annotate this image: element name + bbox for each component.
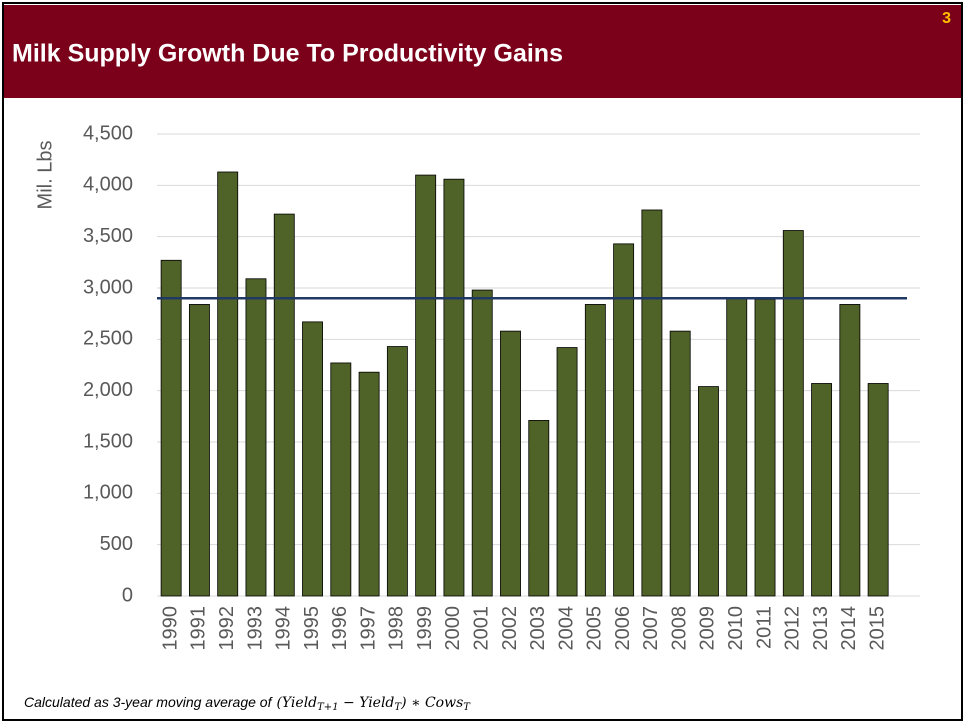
bar	[386, 346, 408, 597]
formula-part: (Yield	[276, 695, 317, 711]
x-tick-label: 2005	[584, 606, 606, 651]
bar	[273, 213, 295, 597]
y-tick-label: 2,000	[83, 379, 133, 401]
x-tick-label: 1993	[244, 606, 266, 651]
bar	[528, 420, 550, 597]
y-tick-label: 3,000	[83, 276, 133, 298]
x-tick-label: 2003	[527, 606, 549, 651]
slide-title: Milk Supply Growth Due To Productivity G…	[12, 40, 563, 68]
header-band	[4, 5, 961, 98]
x-tick-label: 1990	[159, 606, 181, 651]
bar	[358, 371, 380, 597]
bar	[726, 297, 748, 597]
bar	[584, 304, 606, 597]
y-tick-label: 3,500	[83, 225, 133, 247]
x-tick-label: 2002	[499, 606, 521, 651]
x-tick-label: 2011	[753, 606, 775, 649]
formula: (YieldT+1 − YieldT) ∗ CowsT	[276, 695, 471, 713]
x-tick-label: 1998	[386, 606, 408, 651]
x-tick-label: 1996	[329, 606, 351, 651]
bar	[867, 383, 889, 597]
x-tick-label: 1999	[414, 606, 436, 651]
bar	[471, 289, 493, 597]
x-tick-label: 1991	[188, 606, 210, 651]
x-tick-label: 2009	[697, 606, 719, 651]
footnote: Calculated as 3-year moving average of (Y…	[24, 694, 471, 713]
y-tick-label: 4,000	[83, 174, 133, 196]
page-number: 3	[942, 10, 951, 27]
bar	[698, 386, 719, 597]
bar	[839, 304, 861, 597]
x-tick-label: 2015	[866, 606, 888, 651]
formula-subscript: T+1	[317, 702, 338, 713]
y-tick-label: 0	[122, 584, 133, 606]
x-tick-label: 2000	[442, 606, 464, 651]
bar	[160, 259, 182, 597]
bar	[556, 347, 578, 597]
y-tick-label: 1,500	[83, 430, 133, 452]
x-tick-label: 1997	[357, 606, 379, 651]
formula-part: ) ∗ Cows	[400, 695, 463, 711]
bar	[641, 209, 663, 597]
y-tick-label: 1,000	[83, 482, 133, 504]
bar	[754, 298, 776, 597]
bar	[245, 278, 267, 597]
x-tick-label: 2004	[555, 606, 577, 651]
formula-subscript: T	[394, 702, 402, 713]
bar	[188, 304, 210, 597]
bar	[443, 178, 465, 597]
bar	[217, 171, 239, 597]
bar	[302, 321, 323, 597]
x-tick-label: 2012	[782, 606, 804, 651]
bar	[613, 243, 635, 597]
formula-subscript: T	[463, 702, 471, 713]
formula-part: − Yield	[339, 695, 395, 711]
bar	[811, 383, 833, 597]
x-tick-label: 2014	[838, 606, 860, 651]
bar	[782, 230, 804, 597]
x-tick-label: 1994	[273, 606, 295, 651]
x-tick-label: 2006	[612, 606, 634, 651]
y-tick-label: 500	[100, 533, 133, 555]
bar	[500, 330, 521, 597]
y-tick-label: 2,500	[83, 328, 133, 350]
y-axis-label: Mil. Lbs	[34, 141, 56, 210]
x-tick-label: 2007	[640, 606, 662, 651]
x-tick-label: 1992	[216, 606, 238, 651]
bar	[415, 174, 437, 597]
y-tick-label: 4,500	[83, 122, 133, 144]
x-tick-label: 2001	[471, 606, 493, 651]
x-tick-label: 2010	[725, 606, 747, 651]
x-tick-label: 2008	[668, 606, 690, 651]
bar	[330, 362, 352, 597]
x-tick-label: 1995	[301, 606, 323, 651]
x-tick-label: 2013	[810, 606, 832, 651]
bar	[669, 330, 691, 597]
footnote-text: Calculated as 3-year moving average of	[24, 694, 274, 710]
